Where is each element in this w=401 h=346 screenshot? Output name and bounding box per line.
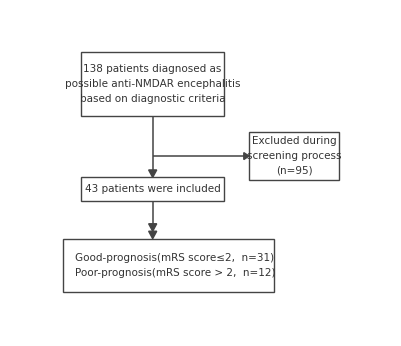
Polygon shape [244, 153, 249, 160]
FancyBboxPatch shape [249, 132, 339, 180]
Text: 43 patients were included: 43 patients were included [85, 184, 221, 194]
FancyBboxPatch shape [81, 177, 224, 201]
FancyBboxPatch shape [81, 52, 224, 116]
Polygon shape [149, 170, 157, 177]
Text: 138 patients diagnosed as
possible anti-NMDAR encephalitis
based on diagnostic c: 138 patients diagnosed as possible anti-… [65, 64, 241, 104]
Polygon shape [149, 224, 157, 231]
Text: Good-prognosis(mRS score≤2,  n=31)
Poor-prognosis(mRS score > 2,  n=12): Good-prognosis(mRS score≤2, n=31) Poor-p… [75, 253, 275, 278]
Text: Excluded during
screening process
(n=95): Excluded during screening process (n=95) [247, 136, 341, 176]
Polygon shape [149, 231, 157, 239]
FancyBboxPatch shape [63, 239, 274, 292]
